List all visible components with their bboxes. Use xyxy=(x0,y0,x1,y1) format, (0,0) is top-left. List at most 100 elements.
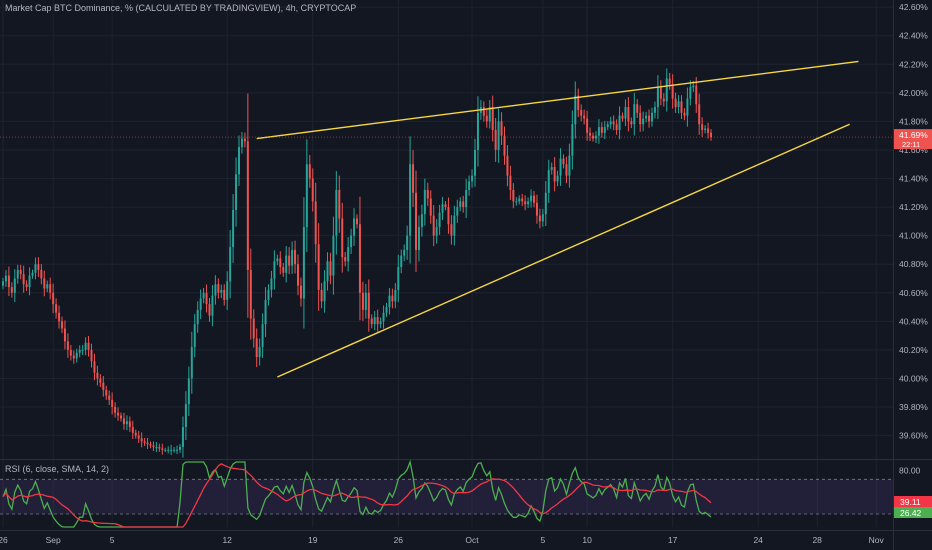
candle-body xyxy=(512,189,515,202)
candle-body xyxy=(243,138,246,142)
price-axis-label: 40.00% xyxy=(899,373,928,383)
rsi-value-tag xyxy=(894,507,932,518)
candle-body xyxy=(232,209,235,248)
candle-body xyxy=(114,407,117,413)
candle-body xyxy=(692,85,695,88)
candle-body xyxy=(155,447,158,449)
candle-body xyxy=(533,195,535,203)
candle-body xyxy=(668,78,671,85)
rsi-value: 26.42 xyxy=(900,508,922,518)
candle-body xyxy=(246,141,249,270)
candle-body xyxy=(500,121,503,136)
rsi-title: RSI (6, close, SMA, 14, 2) xyxy=(5,464,110,474)
candle-body xyxy=(122,418,125,425)
candle-body xyxy=(361,292,364,310)
time-axis-label: 19 xyxy=(308,535,318,545)
candle-body xyxy=(556,175,559,182)
candle-body xyxy=(117,412,120,416)
candle-body xyxy=(370,318,373,325)
candle-body xyxy=(403,249,406,256)
candle-body xyxy=(648,115,651,122)
trendline-upper xyxy=(256,60,859,140)
candle-body xyxy=(90,349,93,362)
candle-body xyxy=(205,292,208,305)
chart-title: Market Cap BTC Dominance, % (CALCULATED … xyxy=(5,3,357,13)
candle-body xyxy=(332,235,335,276)
candle-body xyxy=(417,227,420,250)
candle-body xyxy=(137,435,140,439)
candle-body xyxy=(412,164,415,193)
candle-body xyxy=(49,284,52,293)
candle-body xyxy=(335,189,338,236)
candle-body xyxy=(55,304,58,313)
candle-body xyxy=(305,164,308,228)
candle-body xyxy=(19,269,22,275)
candle-body xyxy=(161,448,164,450)
candle-body xyxy=(105,389,108,396)
candle-body xyxy=(338,189,341,219)
candle-body xyxy=(13,278,16,293)
candle-body xyxy=(75,352,78,359)
candle-body xyxy=(515,201,518,203)
time-axis-label: 5 xyxy=(540,535,545,545)
candle-body xyxy=(63,328,66,342)
candle-body xyxy=(217,284,220,293)
candle-body xyxy=(311,178,314,202)
candle-body xyxy=(565,164,568,176)
candle-body xyxy=(482,107,485,116)
candle-body xyxy=(624,107,627,119)
rsi-sma-value: 39.11 xyxy=(900,497,921,507)
candle-body xyxy=(252,318,255,339)
price-axis-label: 42.40% xyxy=(899,31,928,41)
price-axis-label: 41.60% xyxy=(899,145,928,155)
candle-body xyxy=(645,115,648,119)
price-axis-label: 41.00% xyxy=(899,231,928,241)
candle-body xyxy=(571,124,574,156)
candle-body xyxy=(376,317,379,325)
rsi-line xyxy=(2,459,712,528)
candle-body xyxy=(181,427,184,448)
candle-body xyxy=(22,274,25,285)
time-axis-label: 5 xyxy=(110,535,115,545)
candle-body xyxy=(506,155,509,176)
candle-body xyxy=(524,201,527,205)
candle-body xyxy=(382,312,385,322)
candle-body xyxy=(397,267,400,290)
candle-body xyxy=(149,444,152,446)
candle-body xyxy=(288,255,291,266)
candle-body xyxy=(52,292,55,305)
candle-body xyxy=(674,98,677,108)
candle-body xyxy=(704,128,707,130)
candle-body xyxy=(16,269,19,279)
candle-body xyxy=(2,281,4,286)
price-axis-label: 40.60% xyxy=(899,288,928,298)
price-axis-label: 42.00% xyxy=(899,88,928,98)
candle-body xyxy=(589,132,592,136)
candle-body xyxy=(108,395,111,400)
candle-body xyxy=(140,438,143,442)
time-axis-label: Oct xyxy=(465,535,479,545)
candle-body xyxy=(665,78,668,102)
candle-body xyxy=(642,118,645,125)
candle-body xyxy=(627,107,630,122)
candle-body xyxy=(509,175,512,190)
candle-body xyxy=(550,167,553,170)
candle-body xyxy=(710,132,712,138)
candle-body xyxy=(609,121,612,125)
candle-body xyxy=(93,361,96,373)
candle-body xyxy=(606,124,609,128)
candle-body xyxy=(527,201,530,205)
candle-body xyxy=(120,415,122,419)
candle-body xyxy=(128,421,131,428)
candle-body xyxy=(264,299,267,325)
candle-body xyxy=(639,112,642,125)
rsi-sma-line xyxy=(2,463,712,528)
candle-body xyxy=(456,207,459,216)
candle-body xyxy=(423,189,426,215)
candle-body xyxy=(633,104,636,125)
price-axis-label: 42.20% xyxy=(899,59,928,69)
candle-body xyxy=(406,235,409,250)
candle-body xyxy=(651,112,653,122)
rsi-band xyxy=(0,479,893,514)
